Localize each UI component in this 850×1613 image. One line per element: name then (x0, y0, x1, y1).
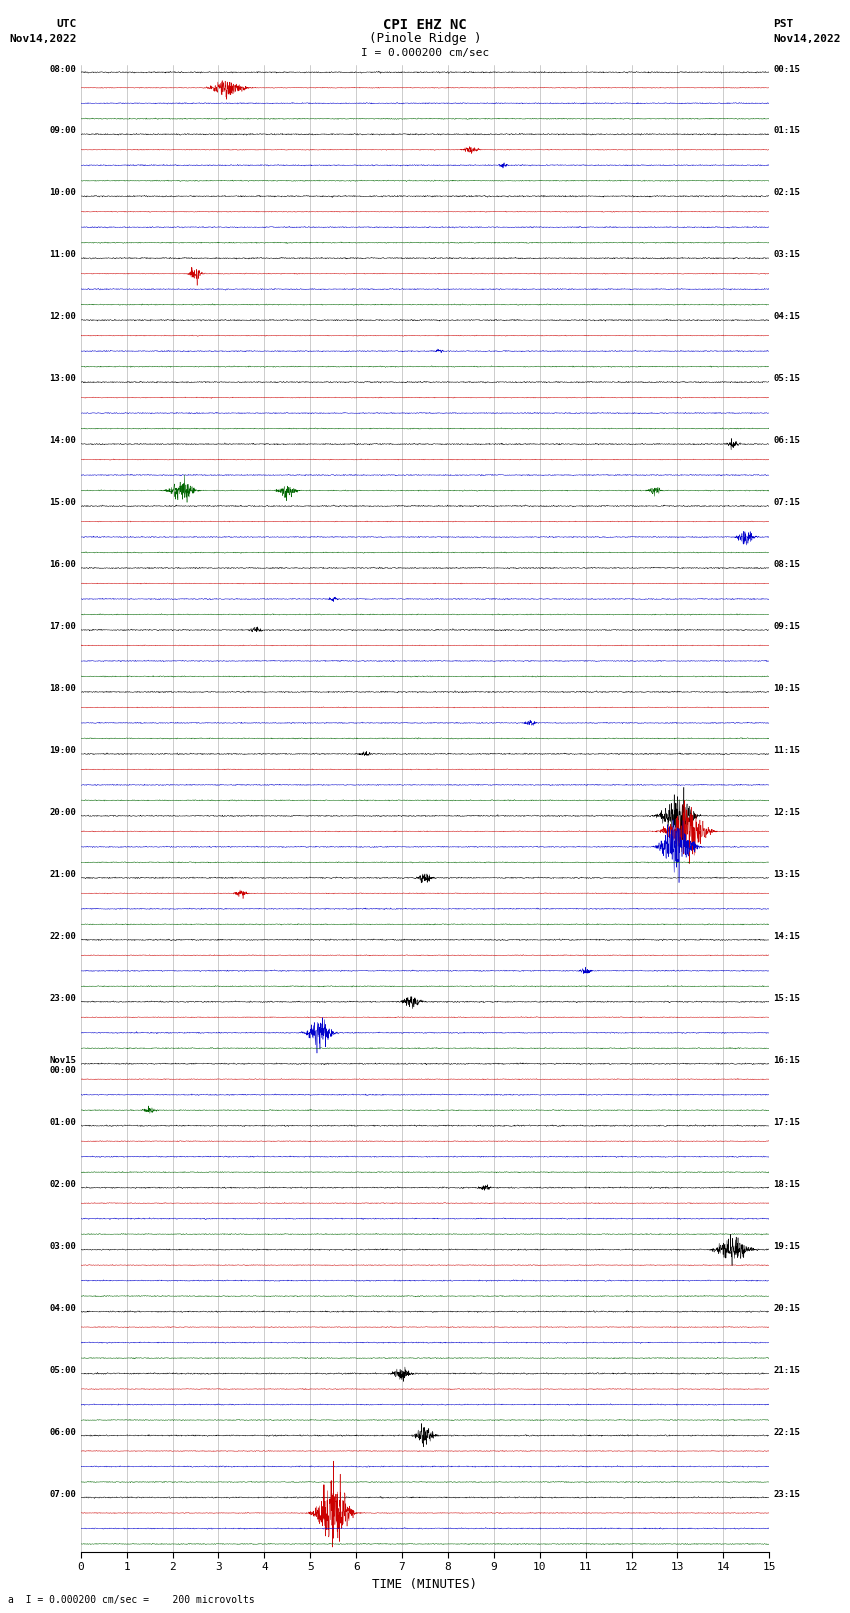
Text: Nov15
00:00: Nov15 00:00 (49, 1057, 76, 1076)
Text: 09:15: 09:15 (774, 623, 801, 631)
Text: 10:15: 10:15 (774, 684, 801, 694)
Text: 08:00: 08:00 (49, 65, 76, 74)
Text: 06:00: 06:00 (49, 1428, 76, 1437)
Text: 14:15: 14:15 (774, 932, 801, 940)
Text: 17:15: 17:15 (774, 1118, 801, 1127)
Text: 12:00: 12:00 (49, 313, 76, 321)
Text: 04:00: 04:00 (49, 1303, 76, 1313)
Text: 15:00: 15:00 (49, 498, 76, 506)
Text: 20:15: 20:15 (774, 1303, 801, 1313)
Text: 14:00: 14:00 (49, 436, 76, 445)
Text: 02:00: 02:00 (49, 1181, 76, 1189)
Text: 13:00: 13:00 (49, 374, 76, 384)
Text: Nov14,2022: Nov14,2022 (774, 34, 841, 44)
Text: 01:15: 01:15 (774, 126, 801, 135)
Text: 19:15: 19:15 (774, 1242, 801, 1250)
Text: 19:00: 19:00 (49, 747, 76, 755)
Text: 12:15: 12:15 (774, 808, 801, 818)
Text: 16:15: 16:15 (774, 1057, 801, 1065)
Text: 03:00: 03:00 (49, 1242, 76, 1250)
Text: 06:15: 06:15 (774, 436, 801, 445)
Text: 07:15: 07:15 (774, 498, 801, 506)
Text: 21:15: 21:15 (774, 1366, 801, 1374)
Text: a  I = 0.000200 cm/sec =    200 microvolts: a I = 0.000200 cm/sec = 200 microvolts (8, 1595, 255, 1605)
Text: 22:00: 22:00 (49, 932, 76, 940)
Text: 18:00: 18:00 (49, 684, 76, 694)
Text: 01:00: 01:00 (49, 1118, 76, 1127)
X-axis label: TIME (MINUTES): TIME (MINUTES) (372, 1578, 478, 1590)
Text: 08:15: 08:15 (774, 560, 801, 569)
Text: 00:15: 00:15 (774, 65, 801, 74)
Text: 15:15: 15:15 (774, 994, 801, 1003)
Text: 22:15: 22:15 (774, 1428, 801, 1437)
Text: 11:00: 11:00 (49, 250, 76, 260)
Text: 05:15: 05:15 (774, 374, 801, 384)
Text: 18:15: 18:15 (774, 1181, 801, 1189)
Text: 10:00: 10:00 (49, 189, 76, 197)
Text: 16:00: 16:00 (49, 560, 76, 569)
Text: 23:00: 23:00 (49, 994, 76, 1003)
Text: 17:00: 17:00 (49, 623, 76, 631)
Text: UTC: UTC (56, 19, 76, 29)
Text: 09:00: 09:00 (49, 126, 76, 135)
Text: 20:00: 20:00 (49, 808, 76, 818)
Text: 02:15: 02:15 (774, 189, 801, 197)
Text: 11:15: 11:15 (774, 747, 801, 755)
Text: 21:00: 21:00 (49, 869, 76, 879)
Text: PST: PST (774, 19, 794, 29)
Text: 04:15: 04:15 (774, 313, 801, 321)
Text: 07:00: 07:00 (49, 1490, 76, 1498)
Text: 13:15: 13:15 (774, 869, 801, 879)
Text: CPI EHZ NC: CPI EHZ NC (383, 18, 467, 32)
Text: (Pinole Ridge ): (Pinole Ridge ) (369, 32, 481, 45)
Text: 23:15: 23:15 (774, 1490, 801, 1498)
Text: 05:00: 05:00 (49, 1366, 76, 1374)
Text: I = 0.000200 cm/sec: I = 0.000200 cm/sec (361, 48, 489, 58)
Text: Nov14,2022: Nov14,2022 (9, 34, 76, 44)
Text: 03:15: 03:15 (774, 250, 801, 260)
